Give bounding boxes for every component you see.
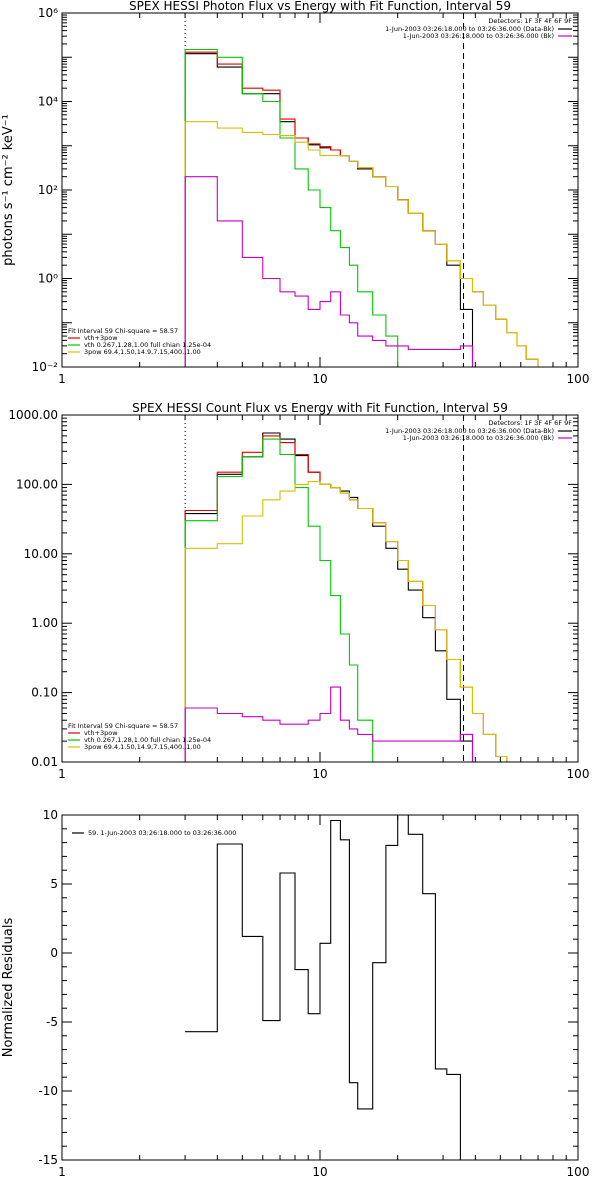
chart-panel-2: SPEX HESSI Count Flux vs Energy with Fit…: [8, 401, 589, 781]
series-data-bk: [184, 432, 474, 762]
y-tick-label: 0.01: [31, 755, 58, 769]
series-bk: [184, 176, 474, 367]
y-axis-label: photons s⁻¹ cm⁻² keV⁻¹: [1, 114, 16, 266]
series-group: [184, 48, 539, 367]
legend-entry: 59. 1-Jun-2003 03:26:18.000 to 03:26:36.…: [88, 829, 236, 837]
fit-legend-entry: vth 0.267,1.28,1.00 full chian 1.25e-04: [84, 736, 211, 744]
y-tick-label: 100.00: [16, 477, 58, 491]
legend-header: Detectors: 1F 3F 4F 6F 9F: [488, 17, 572, 25]
series-group: [185, 815, 461, 1160]
y-tick-label: 10⁶: [38, 6, 58, 20]
y-tick-label: -15: [38, 1153, 58, 1167]
y-tick-label: 10⁰: [38, 272, 58, 286]
legend-entry: 1-Jun-2003 03:26:18.000 to 03:26:36.000 …: [403, 434, 554, 442]
y-tick-label: 0: [50, 946, 58, 960]
y-axis-label: Normalized Residuals: [1, 918, 16, 1058]
plot-frame: [61, 814, 579, 1161]
y-tick-label: -5: [46, 1015, 58, 1029]
chart-panel-3: 1 10 100 10 5 0 -5 -10 -15 Normalized Residuals 59…: [1, 808, 589, 1179]
y-tick-label: 1000.00: [8, 408, 58, 422]
y-tick-label: 0.10: [31, 686, 58, 700]
y-tick-label: -10: [38, 1084, 58, 1098]
fit-legend-entry: 3pow 69.4,1.50,14.9,7.15,400.,1.00: [84, 348, 201, 356]
series-vth: [184, 438, 387, 762]
x-tick-label: 1: [58, 767, 66, 781]
series-59: [185, 815, 461, 1160]
y-tick-label: 10: [43, 808, 58, 822]
series-bk: [184, 686, 474, 762]
y-tick-label: 10⁻²: [32, 360, 59, 374]
series-group: [184, 432, 508, 762]
legend-entry: 1-Jun-2003 03:26:18.000 to 03:26:36.000 …: [385, 427, 554, 435]
x-tick-label: 10: [312, 1165, 327, 1179]
series-data-bk: [184, 53, 474, 367]
y-tick-label: 1.00: [31, 616, 58, 630]
plot-frame: [61, 414, 579, 763]
x-tick-label: 10: [312, 767, 327, 781]
fit-legend-entry: 3pow 69.4,1.50,14.9,7.15,400.,1.00: [84, 743, 201, 751]
x-tick-label: 1: [58, 372, 66, 386]
series-vth-3pow: [184, 435, 508, 762]
x-tick-label: 100: [567, 767, 590, 781]
fit-legend-entry: vth+3pow: [84, 334, 118, 342]
fit-legend-entry: vth 0.267,1.28,1.00 full chian 1.25e-04: [84, 341, 211, 349]
series-3pow: [184, 121, 539, 367]
legend-entry: 1-Jun-2003 03:26:18.000 to 03:26:36.000 …: [385, 25, 554, 33]
x-tick-label: 100: [567, 372, 590, 386]
plot-frame: [61, 12, 579, 368]
y-tick-label: 5: [50, 877, 58, 891]
y-tick-label: 10.00: [24, 547, 58, 561]
x-tick-label: 10: [312, 372, 327, 386]
legend-entry: 1-Jun-2003 03:26:18.000 to 03:26:36.000 …: [403, 32, 554, 40]
legend-header: Detectors: 1F 3F 4F 6F 9F: [488, 419, 572, 427]
y-tick-label: 10⁴: [38, 95, 58, 109]
fit-legend-header: Fit Interval 59 Chi-square = 58.57: [68, 722, 178, 730]
x-tick-label: 100: [567, 1165, 590, 1179]
y-tick-label: 10²: [38, 183, 58, 197]
x-tick-label: 1: [58, 1165, 66, 1179]
chart-title: SPEX HESSI Photon Flux vs Energy with Fi…: [129, 0, 511, 13]
series-vth: [184, 48, 409, 367]
chart-title: SPEX HESSI Count Flux vs Energy with Fit…: [132, 401, 508, 415]
chart-panel-1: SPEX HESSI Photon Flux vs Energy with Fi…: [1, 0, 590, 386]
fit-legend-header: Fit Interval 59 Chi-square = 58.57: [68, 327, 178, 335]
fit-legend-entry: vth+3pow: [84, 729, 118, 737]
series-3pow: [184, 480, 508, 762]
series-vth-3pow: [184, 51, 539, 367]
